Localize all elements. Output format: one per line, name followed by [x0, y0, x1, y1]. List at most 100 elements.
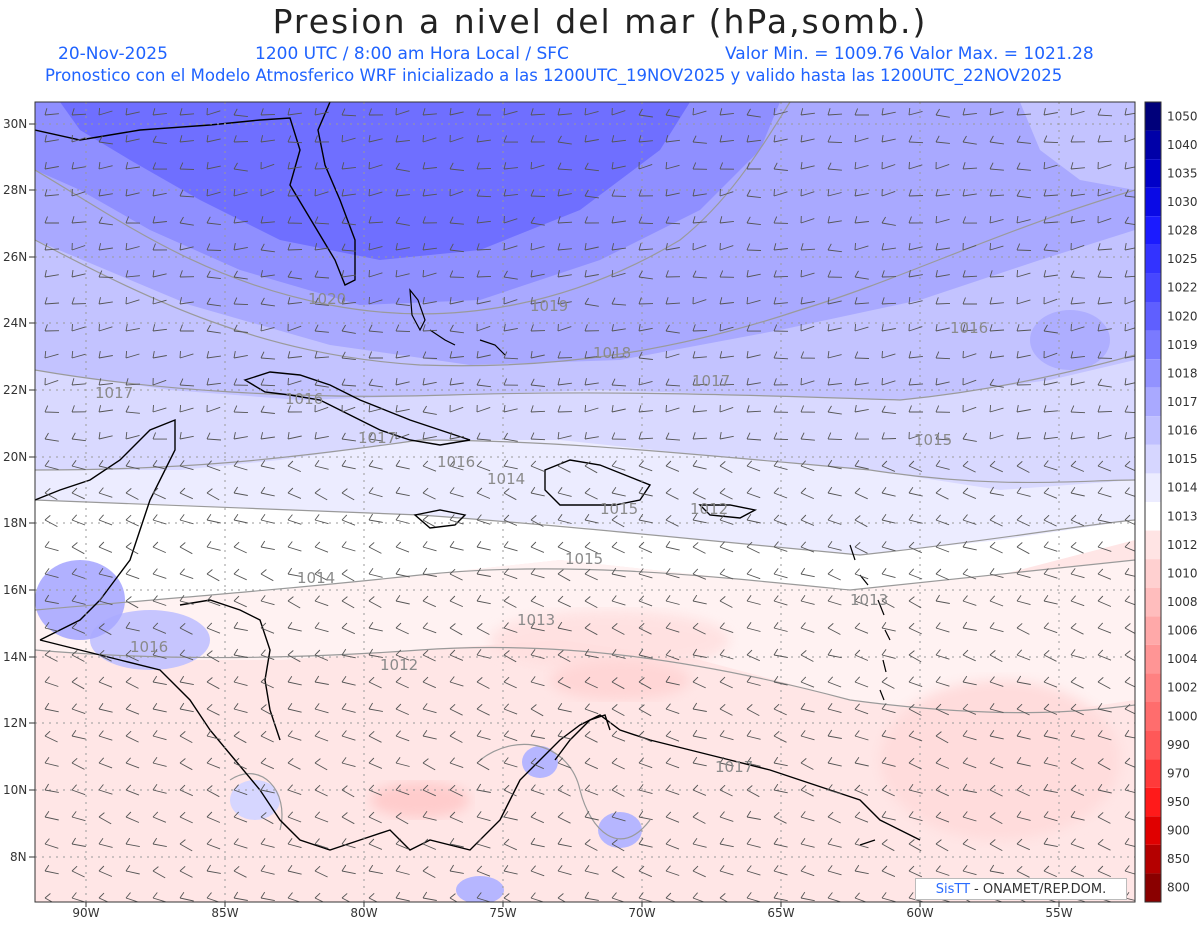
wind-barb: [233, 865, 247, 878]
wind-barb: [1016, 487, 1031, 497]
wind-barb: [1070, 486, 1085, 497]
wind-barb: [908, 107, 923, 116]
wind-barb: [1070, 405, 1086, 414]
credit-badge: SisTT - ONAMET/REP.DOM.: [915, 878, 1127, 900]
colorbar-swatch: [1145, 273, 1161, 302]
wind-barb: [1124, 676, 1135, 688]
wind-barb: [611, 541, 625, 554]
wind-barb: [125, 405, 140, 414]
wind-barb: [179, 297, 194, 305]
wind-barb: [233, 648, 248, 658]
wind-barb: [854, 756, 869, 767]
wind-barb: [44, 568, 59, 579]
wind-barb: [827, 270, 843, 278]
wind-barb: [827, 405, 842, 415]
wind-barb: [260, 812, 274, 825]
wind-barb: [152, 784, 167, 794]
wind-barb: [881, 757, 896, 767]
wind-barb: [233, 162, 248, 172]
wind-barb: [1070, 622, 1084, 635]
colorbar-label: 1008: [1167, 595, 1198, 609]
wind-barb: [719, 188, 734, 197]
wind-barb: [584, 568, 598, 581]
wind-barb: [1124, 838, 1135, 847]
wind-barb: [368, 542, 382, 554]
wind-barb: [206, 811, 221, 823]
wind-barb: [341, 324, 356, 334]
lon-label: 60W: [906, 906, 933, 920]
wind-barb: [179, 270, 195, 278]
wind-barb: [341, 162, 356, 170]
wind-barb: [908, 378, 924, 386]
wind-barb: [71, 837, 86, 847]
wind-barb: [260, 514, 275, 524]
wind-barb: [206, 730, 221, 740]
wind-barb: [44, 405, 60, 413]
wind-barb: [368, 378, 383, 388]
wind-barb: [449, 351, 464, 359]
wind-barb: [152, 135, 167, 145]
wind-barb: [1124, 811, 1135, 821]
wind-barb: [827, 729, 842, 739]
wind-barb: [692, 784, 707, 796]
wind-barb: [854, 432, 870, 440]
wind-barb: [800, 460, 815, 472]
wind-barb: [503, 784, 517, 797]
wind-barb: [71, 432, 86, 442]
wind-barb: [476, 649, 491, 659]
wind-barb: [503, 107, 518, 116]
wind-barb: [179, 514, 194, 525]
wind-barb: [557, 650, 571, 662]
wind-barb: [557, 757, 572, 769]
wind-barb: [179, 135, 194, 143]
wind-barb: [584, 189, 599, 199]
wind-barb: [611, 460, 626, 471]
wind-barb: [503, 270, 518, 280]
wind-barb: [71, 487, 85, 500]
wind-barb: [989, 676, 1004, 687]
wind-barb: [692, 432, 708, 440]
wind-barb: [233, 891, 248, 901]
wind-barb: [584, 216, 600, 224]
wind-barb: [638, 757, 653, 769]
wind-barb: [368, 108, 384, 116]
wind-barb: [773, 648, 788, 658]
wind-barb: [314, 838, 329, 849]
wind-barb: [638, 189, 654, 197]
colorbar-label: 1020: [1167, 309, 1198, 323]
wind-barb: [98, 514, 113, 526]
wind-barb: [989, 729, 1004, 740]
wind-barb: [503, 324, 518, 332]
wind-barb: [422, 891, 437, 901]
wind-barb: [233, 568, 247, 581]
wind-barb: [908, 650, 922, 663]
wind-barb: [638, 568, 653, 579]
wind-barb: [908, 135, 924, 144]
wind-barb: [98, 243, 113, 251]
wind-barb: [665, 108, 680, 118]
wind-barb: [1097, 568, 1112, 580]
wind-barb: [611, 432, 627, 440]
wind-barb: [638, 677, 652, 690]
wind-barb: [287, 323, 302, 332]
wind-barb: [530, 729, 545, 739]
colorbar-swatch: [1145, 330, 1161, 360]
wind-barb: [692, 216, 707, 224]
plot-frame: [34, 101, 1136, 903]
wind-barb: [1097, 188, 1112, 197]
wind-barb: [719, 270, 735, 278]
wind-barb: [584, 324, 600, 332]
wind-barb: [881, 649, 896, 659]
wind-barb: [962, 595, 977, 606]
wind-barb: [1124, 703, 1135, 715]
isobar-label: 1016: [130, 638, 168, 656]
wind-barb: [827, 623, 841, 635]
wind-barb: [287, 675, 302, 686]
wind-barb: [827, 541, 842, 551]
wind-barb: [314, 649, 329, 661]
colorbar-swatch: [1145, 787, 1161, 817]
colorbar-label: 1028: [1167, 224, 1198, 238]
wind-barb: [746, 730, 761, 740]
colorbar-frame: [1144, 101, 1162, 903]
wind-barb: [44, 810, 59, 821]
